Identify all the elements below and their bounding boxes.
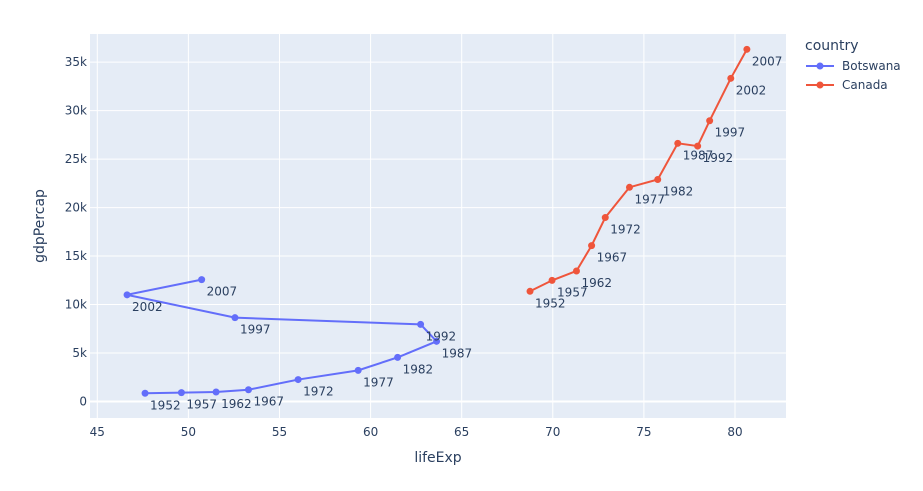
data-point[interactable] [601,214,609,222]
plot-area [90,34,786,418]
x-tick-label: 70 [545,425,560,439]
data-point[interactable] [177,389,185,397]
data-point[interactable] [244,386,252,394]
data-label: 1997 [715,126,746,140]
data-point[interactable] [727,74,735,82]
data-point[interactable] [354,366,362,374]
data-point[interactable] [654,175,662,183]
data-point[interactable] [141,389,149,397]
data-label: 1977 [634,192,665,206]
data-point[interactable] [743,45,751,53]
y-tick-label: 25k [65,152,87,166]
data-label: 2007 [752,54,783,68]
data-label: 2007 [207,285,238,299]
x-axis-title: lifeExp [414,450,461,466]
data-point[interactable] [417,320,425,328]
legend-item-canada[interactable]: Canada [842,78,888,92]
data-label: 2002 [736,83,767,97]
data-point[interactable] [231,314,239,322]
data-label: 1997 [240,323,271,337]
data-label: 1957 [557,285,588,299]
data-label: 1987 [683,148,714,162]
data-label: 1982 [403,362,434,376]
y-tick-label: 0 [79,395,87,409]
data-point[interactable] [572,267,580,275]
x-tick-label: 45 [90,425,105,439]
data-label: 1962 [581,276,612,290]
x-tick-label: 50 [181,425,196,439]
data-point[interactable] [706,117,714,125]
data-point[interactable] [548,276,556,284]
data-label: 1962 [221,397,252,411]
legend-swatch-marker[interactable] [816,62,824,70]
data-label: 1967 [597,251,628,265]
y-tick-label: 5k [72,346,87,360]
data-point[interactable] [394,353,402,361]
data-point[interactable] [674,139,682,147]
x-tick-label: 60 [363,425,378,439]
legend-item-botswana[interactable]: Botswana [842,59,901,73]
data-label: 1967 [253,395,284,409]
x-tick-label: 65 [454,425,469,439]
data-label: 1987 [442,346,473,360]
x-tick-label: 75 [636,425,651,439]
data-point[interactable] [694,142,702,150]
series-line-botswana [126,278,439,395]
data-point[interactable] [294,376,302,384]
y-tick-label: 20k [65,201,87,215]
data-point[interactable] [123,291,131,299]
data-label: 1972 [303,385,334,399]
data-point[interactable] [433,337,441,345]
data-point[interactable] [588,242,596,250]
data-label: 1992 [703,151,734,165]
data-label: 2002 [132,300,163,314]
data-point[interactable] [212,388,220,396]
series-line-canada [529,48,748,293]
y-axis-title: gdpPercap [32,189,48,263]
y-tick-label: 15k [65,249,87,263]
data-point[interactable] [526,287,534,295]
data-label: 1972 [610,223,641,237]
x-tick-label: 80 [727,425,742,439]
legend-swatch-marker[interactable] [816,81,824,89]
data-label: 1982 [663,184,694,198]
data-point[interactable] [625,183,633,191]
legend-title: country [805,38,859,54]
y-tick-label: 10k [65,298,87,312]
data-label: 1992 [426,329,457,343]
x-tick-label: 55 [272,425,287,439]
data-label: 1977 [363,375,394,389]
y-tick-label: 30k [65,104,87,118]
data-label: 1952 [535,296,566,310]
y-tick-label: 35k [65,55,87,69]
data-label: 1957 [186,398,217,412]
data-label: 1952 [150,398,181,412]
data-point[interactable] [198,276,206,284]
